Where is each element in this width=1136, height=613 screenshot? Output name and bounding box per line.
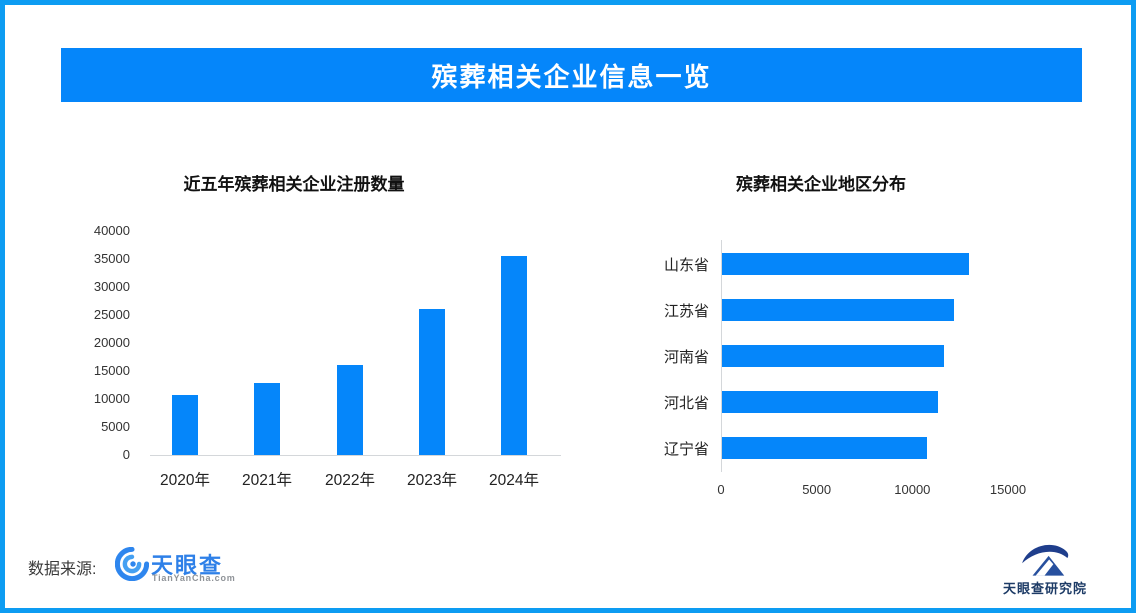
y-axis-category-label: 江苏省	[663, 303, 709, 320]
bar-2022年	[337, 365, 363, 455]
x-axis-category-label: 2024年	[489, 472, 539, 489]
x-axis-tick-label: 5000	[802, 482, 832, 497]
y-axis-tick-label: 35000	[93, 251, 130, 266]
bar-山东省	[722, 253, 969, 275]
title-banner: 殡葬相关企业信息一览	[61, 48, 1082, 102]
y-axis-tick-label: 10000	[93, 391, 130, 406]
x-axis-line	[150, 455, 561, 456]
y-axis-tick-label: 30000	[93, 279, 130, 294]
tianyancha-logo-icon	[115, 547, 149, 581]
bar-2024年	[501, 255, 527, 455]
y-axis-category-label: 河北省	[663, 395, 709, 412]
x-axis-category-label: 2021年	[242, 472, 292, 489]
x-axis-tick-label: 0	[717, 482, 725, 497]
bar-辽宁省	[722, 437, 927, 459]
data-source-label: 数据来源:	[28, 561, 97, 578]
x-axis-tick-label: 15000	[989, 482, 1027, 497]
y-axis-tick-label: 5000	[101, 419, 130, 434]
y-axis-tick-label: 20000	[93, 335, 130, 350]
y-axis-tick-label: 15000	[93, 363, 130, 378]
bar-河北省	[722, 391, 939, 413]
y-axis-tick-label: 25000	[93, 307, 130, 322]
research-institute-icon	[1022, 544, 1069, 576]
y-axis-tick-label: 0	[122, 447, 130, 462]
bar-2020年	[172, 395, 198, 455]
y-axis-category-label: 山东省	[663, 257, 709, 274]
bar-河南省	[722, 345, 944, 367]
x-axis-category-label: 2023年	[407, 472, 457, 489]
right-chart-title: 殡葬相关企业地区分布	[736, 175, 906, 195]
bar-江苏省	[722, 299, 954, 321]
x-axis-category-label: 2022年	[325, 472, 375, 489]
tianyancha-domain: TianYanCha.com	[152, 573, 236, 583]
y-axis-tick-label: 40000	[93, 223, 130, 238]
page-title: 殡葬相关企业信息一览	[431, 61, 712, 92]
left-chart-title: 近五年殡葬相关企业注册数量	[183, 175, 405, 195]
tianyancha-brand-name: 天眼查	[151, 553, 224, 578]
x-axis-category-label: 2020年	[160, 472, 210, 489]
bar-2021年	[254, 383, 280, 455]
x-axis-tick-label: 10000	[894, 482, 931, 497]
y-axis-category-label: 辽宁省	[663, 441, 709, 458]
bar-2023年	[419, 309, 445, 455]
research-institute-name: 天眼查研究院	[1002, 581, 1087, 596]
y-axis-category-label: 河南省	[663, 349, 709, 366]
y-axis-line	[721, 240, 722, 472]
